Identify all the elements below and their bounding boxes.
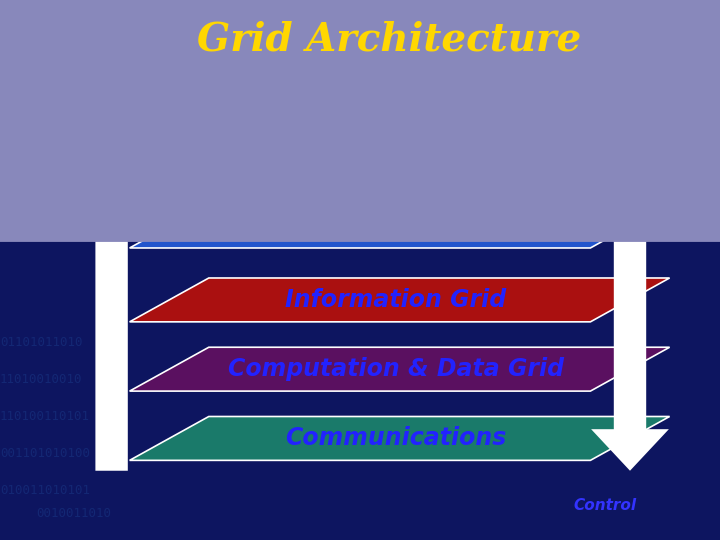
Polygon shape xyxy=(130,416,670,461)
Text: 110100110101: 110100110101 xyxy=(0,410,90,423)
Text: 001101010100: 001101010100 xyxy=(0,447,90,460)
Text: Grid Architecture: Grid Architecture xyxy=(197,20,581,58)
Text: Communications: Communications xyxy=(285,427,507,450)
Polygon shape xyxy=(73,161,150,471)
Text: 01101011010: 01101011010 xyxy=(0,336,83,349)
Text: 010011010101: 010011010101 xyxy=(0,484,90,497)
Polygon shape xyxy=(130,278,670,322)
Text: Computation & Data Grid: Computation & Data Grid xyxy=(228,357,564,381)
Polygon shape xyxy=(591,161,669,471)
Polygon shape xyxy=(130,347,670,391)
Polygon shape xyxy=(130,204,670,248)
Text: Control: Control xyxy=(573,498,636,513)
Text: 0010011010: 0010011010 xyxy=(36,507,111,520)
Text: Information Grid: Information Grid xyxy=(285,288,507,312)
Text: Data to
Knowledge: Data to Knowledge xyxy=(17,138,112,171)
Text: Knowledge Grid: Knowledge Grid xyxy=(290,214,502,238)
Text: 11010010010: 11010010010 xyxy=(0,373,83,386)
